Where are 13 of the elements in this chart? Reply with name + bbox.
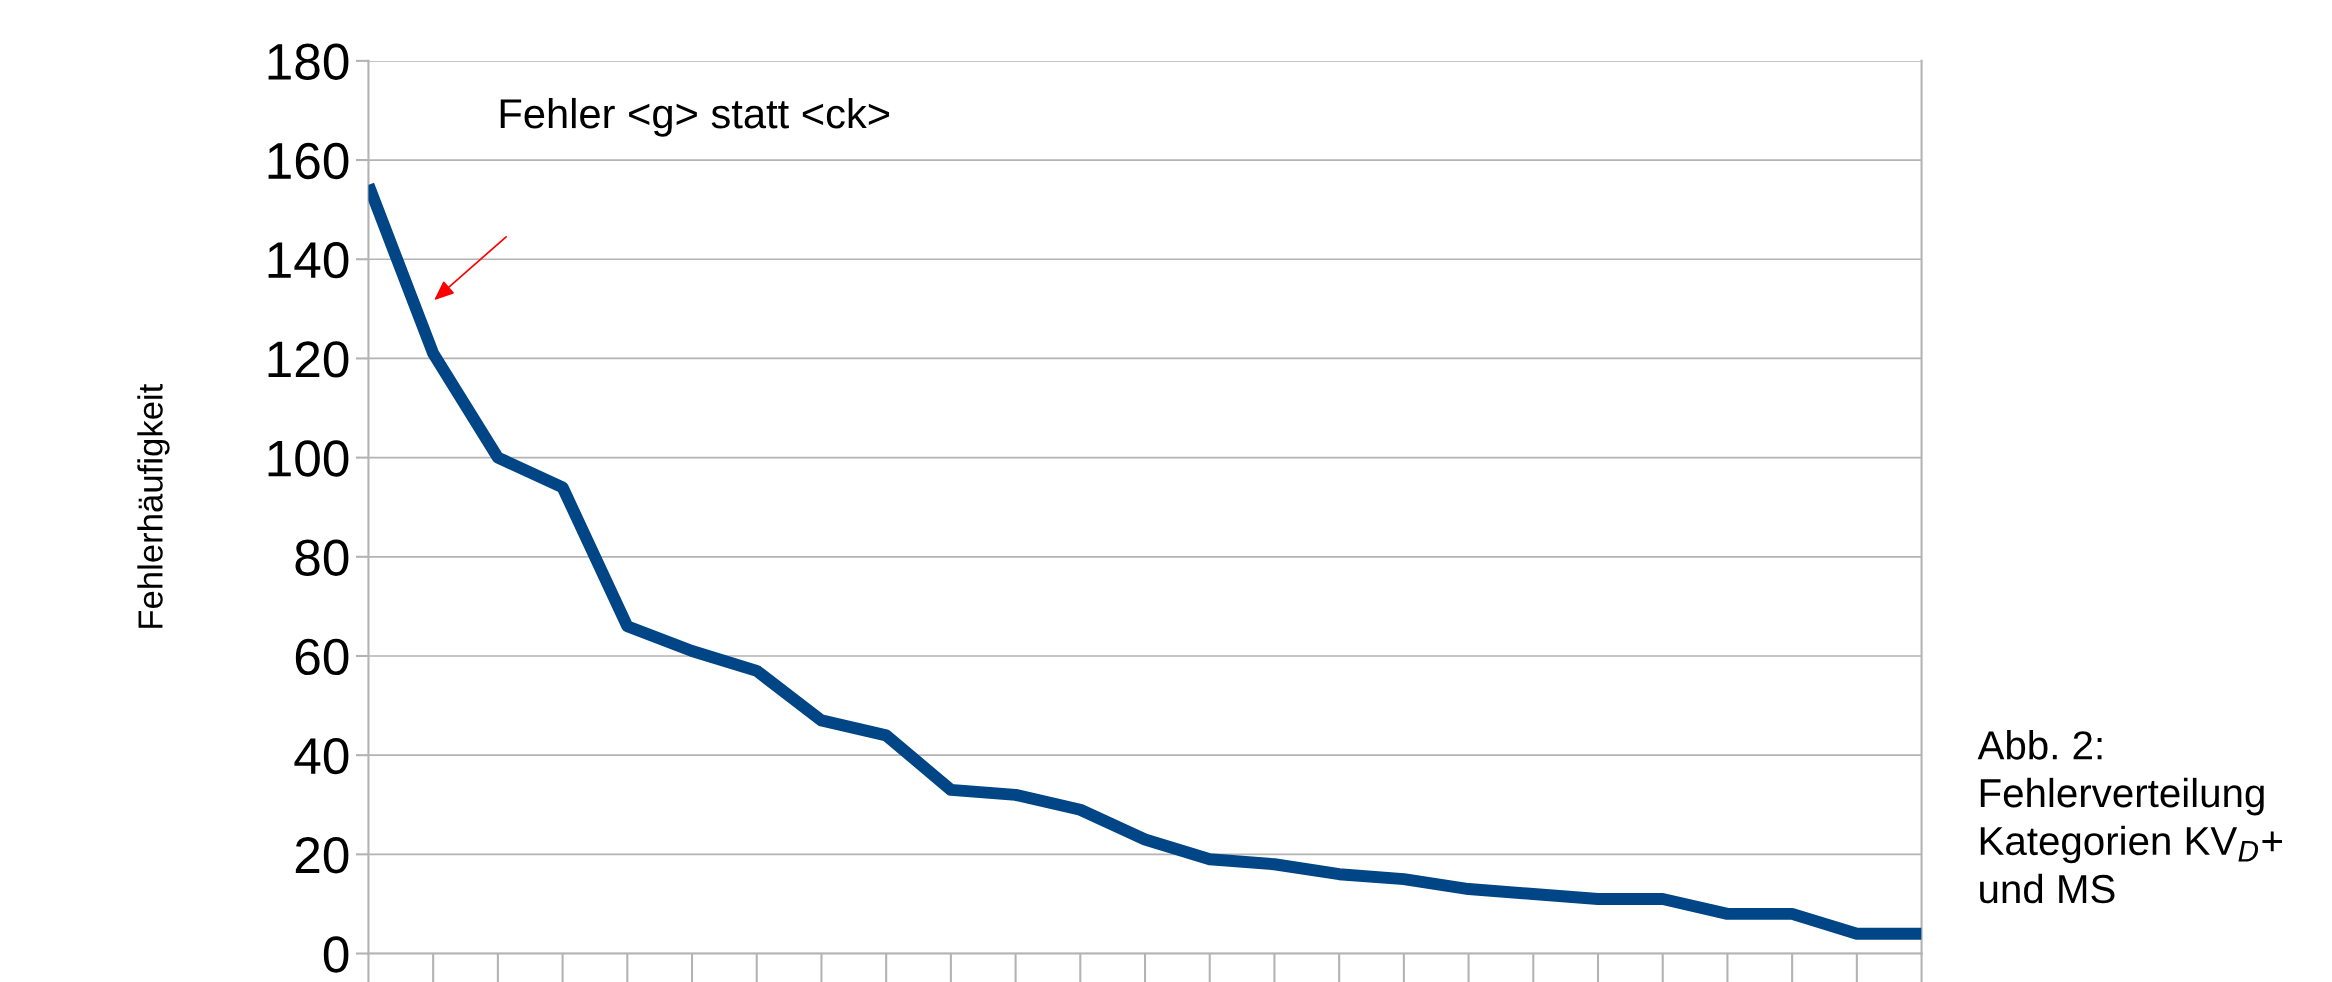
y-axis-title: Fehlerhäufigkeit [137,383,170,628]
y-tick-label: 60 [295,638,349,676]
y-tick-label: 20 [295,837,349,874]
y-tick-label: 0 [323,936,349,973]
y-tick-label: 180 [268,43,349,81]
y-tick-label: 100 [268,440,349,477]
y-tick-label: 120 [268,341,349,378]
y-tick-label: 160 [268,142,349,180]
y-tick-label: 80 [295,539,349,576]
text: Abb. 2: Fehlerverteilung Kategorien KV$_{D}$+ und MS [1977,730,2283,904]
y-tick-label: 140 [268,241,349,279]
annotation: Fehler <g> statt <ck> [500,97,890,137]
y-tick-label: 40 [294,737,349,775]
